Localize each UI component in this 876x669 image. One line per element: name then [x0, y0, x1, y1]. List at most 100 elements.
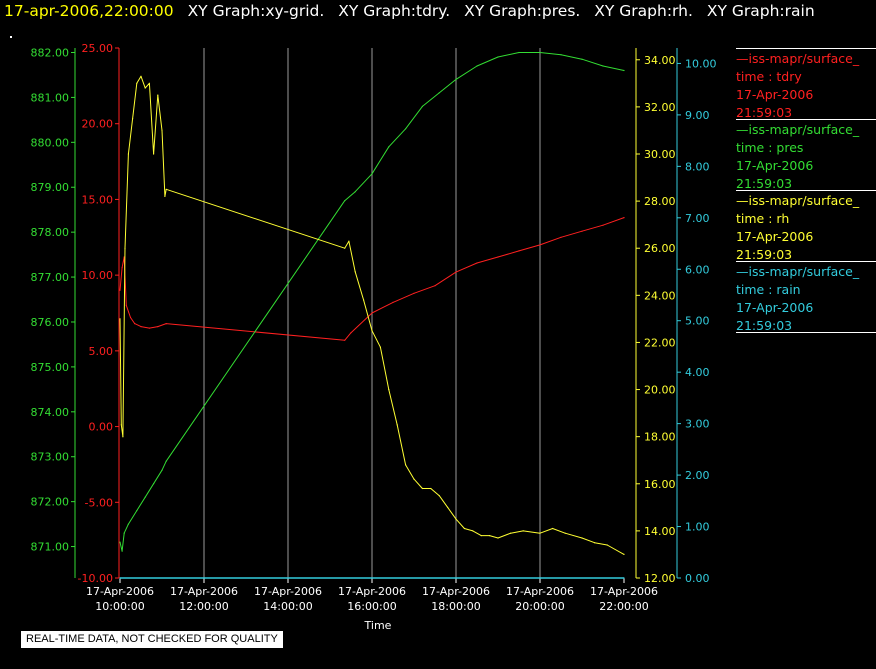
legend-time-pres: 21:59:03: [736, 176, 793, 190]
rh-tick-label: 12.00: [644, 572, 676, 585]
rh-tick-label: 22.00: [644, 336, 676, 349]
data-point-tdry: [392, 301, 394, 303]
rain-tick-label: 1.00: [685, 521, 710, 534]
legend-entry-rh[interactable]: —iss-mapr/surface_ time : rh 17-Apr-2006…: [736, 190, 876, 261]
rh-tick-label: 18.00: [644, 431, 676, 444]
data-point-rh: [136, 82, 138, 84]
data-point-rain: [119, 577, 121, 579]
data-point-rh: [564, 532, 566, 534]
data-point-pres: [497, 56, 499, 58]
header-graph-pres[interactable]: XY Graph:pres.: [464, 2, 581, 20]
tdry-tick-label: -10.00: [78, 572, 113, 585]
legend-field-rh: time : rh: [736, 211, 790, 226]
data-point-pres: [438, 92, 440, 94]
header-graph-xy-grid[interactable]: XY Graph:xy-grid.: [187, 2, 325, 20]
data-point-rh: [363, 299, 365, 301]
data-point-tdry: [539, 244, 541, 246]
x-tick-label-date: 17-Apr-2006: [506, 585, 574, 598]
data-point-rh: [489, 535, 491, 537]
pres-tick-label: 875.00: [31, 361, 70, 374]
data-point-tdry: [125, 304, 127, 306]
legend-entry-rain[interactable]: —iss-mapr/surface_ time : rain 17-Apr-20…: [736, 261, 876, 332]
data-point-pres: [602, 65, 604, 67]
legend-time-rh: 21:59:03: [736, 247, 793, 261]
data-point-rh: [522, 530, 524, 532]
x-tick-label-time: 14:00:00: [263, 600, 312, 613]
data-point-tdry: [121, 267, 123, 269]
legend-field-rain: time : rain: [736, 282, 801, 297]
rh-tick-label: 24.00: [644, 289, 676, 302]
x-tick-label-date: 17-Apr-2006: [86, 585, 154, 598]
legend-date-tdry: 17-Apr-2006: [736, 87, 814, 102]
data-point-tdry: [497, 256, 499, 258]
data-point-tdry: [560, 236, 562, 238]
legend-divider: [736, 332, 876, 333]
rain-tick-label: 7.00: [685, 212, 710, 225]
legend-date-pres: 17-Apr-2006: [736, 158, 814, 173]
data-point-rh: [405, 464, 407, 466]
legend: —iss-mapr/surface_ time : tdry 17-Apr-20…: [736, 48, 876, 333]
data-point-rh: [463, 527, 465, 530]
x-tick-label-time: 16:00:00: [347, 600, 396, 613]
pres-tick-label: 878.00: [31, 226, 70, 239]
data-point-tdry: [344, 339, 346, 341]
data-point-pres: [344, 200, 346, 202]
rain-tick-label: 3.00: [685, 418, 710, 431]
data-point-rh: [148, 82, 150, 84]
legend-field-pres: time : pres: [736, 140, 804, 155]
x-axis-title: Time: [364, 619, 392, 632]
tdry-tick-label: -5.00: [85, 496, 113, 509]
data-point-pres: [127, 523, 129, 525]
series-line-rh: [119, 75, 625, 555]
tdry-tick-label: 15.00: [82, 193, 114, 206]
data-point-rh: [388, 389, 390, 391]
data-point-rh: [539, 532, 541, 534]
pres-tick-label: 876.00: [31, 316, 70, 329]
legend-time-tdry: 21:59:03: [736, 105, 793, 119]
x-tick-label-date: 17-Apr-2006: [170, 585, 238, 598]
data-point-pres: [161, 469, 163, 471]
legend-entry-tdry[interactable]: —iss-mapr/surface_ time : tdry 17-Apr-20…: [736, 48, 876, 119]
legend-date-rh: 17-Apr-2006: [736, 229, 814, 244]
rain-tick-label: 0.00: [685, 572, 710, 585]
data-point-tdry: [350, 332, 352, 334]
rain-tick-label: 10.00: [685, 57, 717, 70]
data-point-tdry: [165, 323, 167, 325]
data-point-tdry: [148, 327, 150, 329]
data-point-rh: [371, 330, 373, 332]
x-tick-label-date: 17-Apr-2006: [422, 585, 490, 598]
data-point-tdry: [581, 230, 583, 232]
data-point-pres: [123, 532, 125, 534]
data-point-tdry: [129, 316, 132, 319]
data-point-rh: [348, 240, 350, 242]
data-point-pres: [153, 483, 155, 485]
data-point-rh: [480, 535, 482, 537]
data-point-tdry: [476, 262, 478, 264]
x-tick-label-date: 17-Apr-2006: [590, 585, 658, 598]
tdry-tick-label: 20.00: [82, 118, 114, 131]
legend-entry-pres[interactable]: —iss-mapr/surface_ time : pres 17-Apr-20…: [736, 119, 876, 190]
data-point-pres: [136, 510, 138, 512]
data-point-pres: [421, 105, 423, 107]
pres-tick-label: 882.00: [31, 46, 70, 59]
rh-tick-label: 34.00: [644, 54, 676, 67]
data-point-rh: [510, 532, 512, 534]
header-graph-tdry[interactable]: XY Graph:tdry.: [338, 2, 451, 20]
data-point-pres: [476, 65, 478, 67]
header-graph-rain[interactable]: XY Graph:rain: [706, 2, 815, 20]
rain-tick-label: 5.00: [685, 315, 710, 328]
rh-tick-label: 20.00: [644, 384, 676, 397]
data-point-pres: [165, 460, 167, 462]
data-point-rh: [455, 518, 457, 520]
header-graph-rh[interactable]: XY Graph:rh.: [594, 2, 693, 20]
data-point-rh: [606, 544, 608, 546]
data-point-pres: [560, 54, 562, 56]
data-point-tdry: [455, 271, 457, 273]
quality-notice: REAL-TIME DATA, NOT CHECKED FOR QUALITY: [21, 631, 283, 648]
data-point-rh: [164, 195, 166, 197]
data-point-tdry: [623, 217, 625, 219]
rh-tick-label: 26.00: [644, 242, 676, 255]
data-point-tdry: [140, 326, 142, 328]
data-point-pres: [119, 541, 121, 543]
